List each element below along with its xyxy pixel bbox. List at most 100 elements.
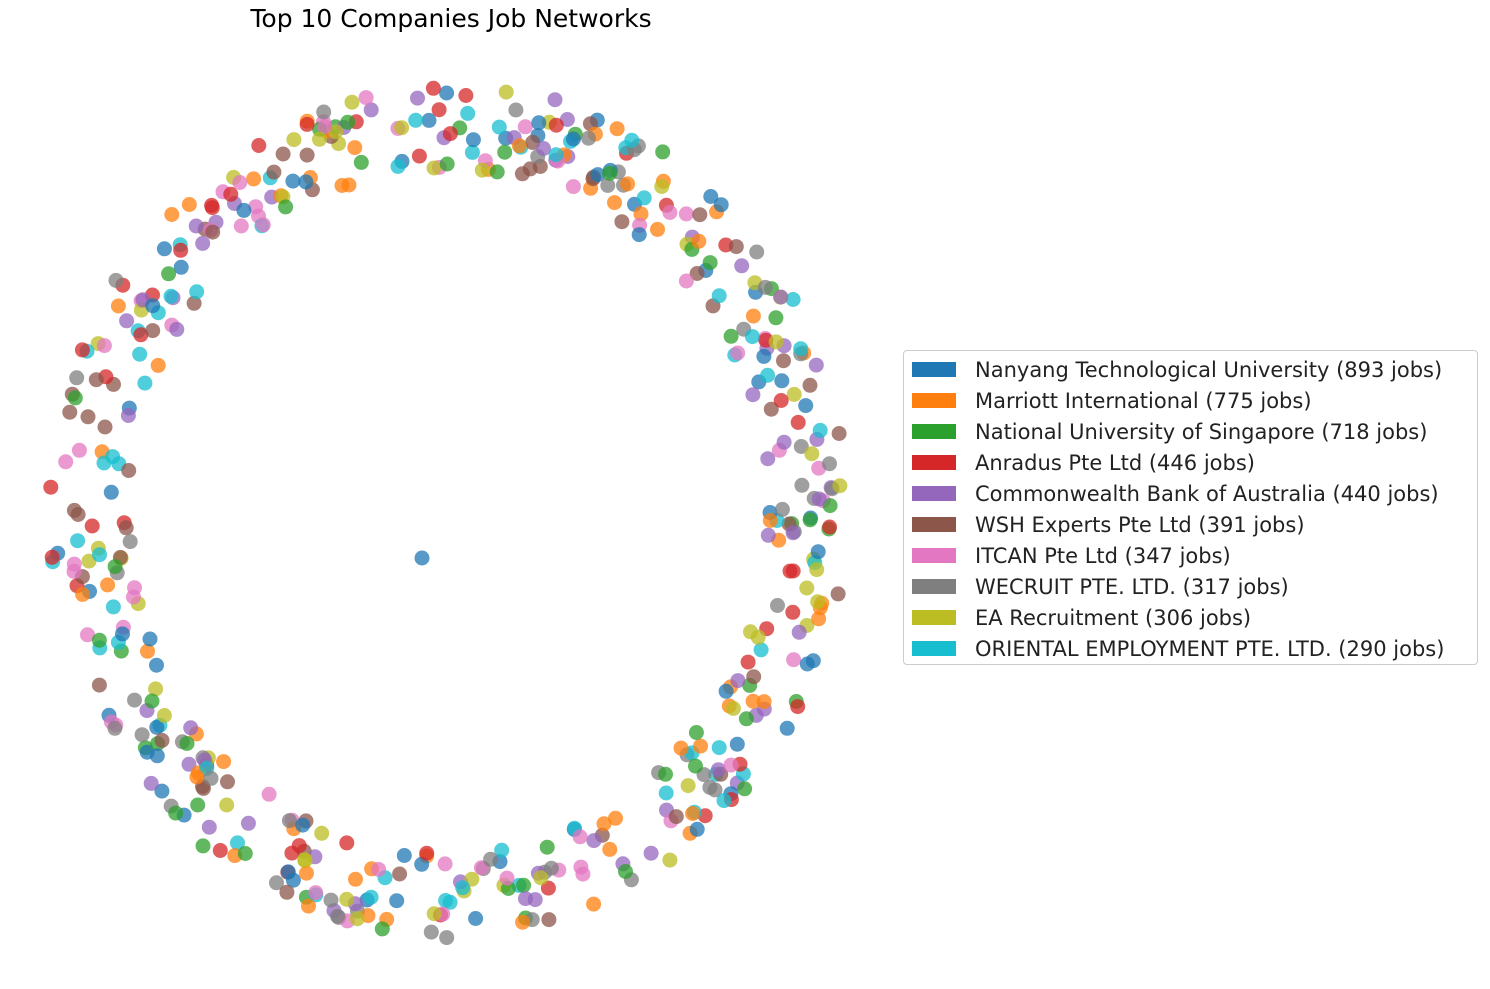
job-node <box>203 770 219 786</box>
job-node <box>810 544 826 560</box>
job-node <box>66 502 82 518</box>
job-node <box>255 217 271 233</box>
job-node <box>458 88 474 103</box>
job-node <box>455 880 471 896</box>
job-node <box>419 845 435 861</box>
job-node <box>822 456 837 472</box>
job-node <box>246 171 262 187</box>
job-node <box>790 414 806 430</box>
job-node <box>673 740 689 756</box>
job-node <box>737 781 753 797</box>
job-node <box>643 845 659 861</box>
job-node <box>516 877 532 893</box>
job-node <box>548 147 564 163</box>
job-node <box>269 875 284 891</box>
job-node <box>602 841 618 857</box>
job-node <box>204 200 220 216</box>
job-node <box>154 732 170 748</box>
job-node <box>390 158 406 174</box>
job-node <box>275 146 291 162</box>
job-node <box>596 816 612 832</box>
job-node <box>426 906 442 922</box>
job-node <box>216 754 232 770</box>
job-node <box>832 478 848 494</box>
legend-item: Nanyang Technological University (893 jo… <box>912 354 1477 385</box>
job-node <box>511 138 527 154</box>
job-node <box>299 147 315 163</box>
legend-label: Anradus Pte Ltd (446 jobs) <box>975 450 1255 475</box>
job-node <box>122 534 138 550</box>
job-node <box>173 242 189 258</box>
job-node <box>120 408 136 423</box>
job-node <box>746 669 762 685</box>
job-node <box>348 871 363 887</box>
job-node <box>285 173 301 189</box>
job-node <box>74 342 90 358</box>
legend-swatch <box>912 486 956 501</box>
legend-swatch <box>912 424 956 439</box>
job-node <box>518 891 533 907</box>
job-node <box>548 117 564 133</box>
job-node <box>188 218 204 234</box>
job-node <box>118 520 134 536</box>
job-node <box>464 144 480 160</box>
job-node <box>460 105 476 121</box>
job-node <box>281 813 297 829</box>
job-node <box>156 241 172 257</box>
job-node <box>559 112 575 127</box>
job-node <box>489 164 505 180</box>
job-node <box>96 338 112 354</box>
job-node <box>121 463 137 478</box>
job-node <box>363 889 379 905</box>
job-node <box>143 775 159 791</box>
job-node <box>169 321 185 337</box>
job-node <box>92 547 107 563</box>
job-node <box>126 589 141 605</box>
company-node <box>142 631 158 647</box>
job-node <box>785 604 801 620</box>
job-node <box>353 154 369 170</box>
job-node <box>565 131 581 147</box>
job-node <box>763 401 779 417</box>
job-node <box>650 221 665 237</box>
job-node <box>543 860 559 876</box>
job-node <box>830 586 846 602</box>
job-node <box>586 896 602 912</box>
job-node <box>105 599 121 615</box>
job-node <box>607 195 622 211</box>
job-node <box>299 116 315 132</box>
job-node <box>483 851 499 867</box>
job-node <box>58 454 74 470</box>
job-node <box>723 328 739 344</box>
job-node <box>251 138 267 153</box>
job-node <box>798 398 814 414</box>
job-node <box>782 563 798 579</box>
job-node <box>811 491 827 507</box>
job-node <box>371 861 387 877</box>
legend-label: Commonwealth Bank of Australia (440 jobs… <box>975 481 1439 506</box>
job-node <box>278 199 294 215</box>
job-node <box>536 141 551 156</box>
job-node <box>164 207 180 222</box>
job-node <box>689 821 705 837</box>
job-node <box>794 477 810 493</box>
job-node <box>232 175 248 190</box>
job-node <box>149 748 165 764</box>
job-node <box>540 880 556 896</box>
job-node <box>636 190 652 206</box>
job-node <box>802 512 818 528</box>
job-node <box>168 805 184 821</box>
job-node <box>822 519 838 535</box>
job-node <box>312 131 327 147</box>
job-node <box>702 255 718 271</box>
job-node <box>71 442 87 458</box>
job-node <box>572 829 588 845</box>
job-node <box>811 611 827 627</box>
company-node <box>96 455 112 471</box>
job-node <box>439 85 455 101</box>
job-node <box>750 629 766 645</box>
job-node <box>624 132 640 148</box>
job-node <box>793 439 809 454</box>
job-node <box>75 586 91 602</box>
job-node <box>774 373 790 389</box>
